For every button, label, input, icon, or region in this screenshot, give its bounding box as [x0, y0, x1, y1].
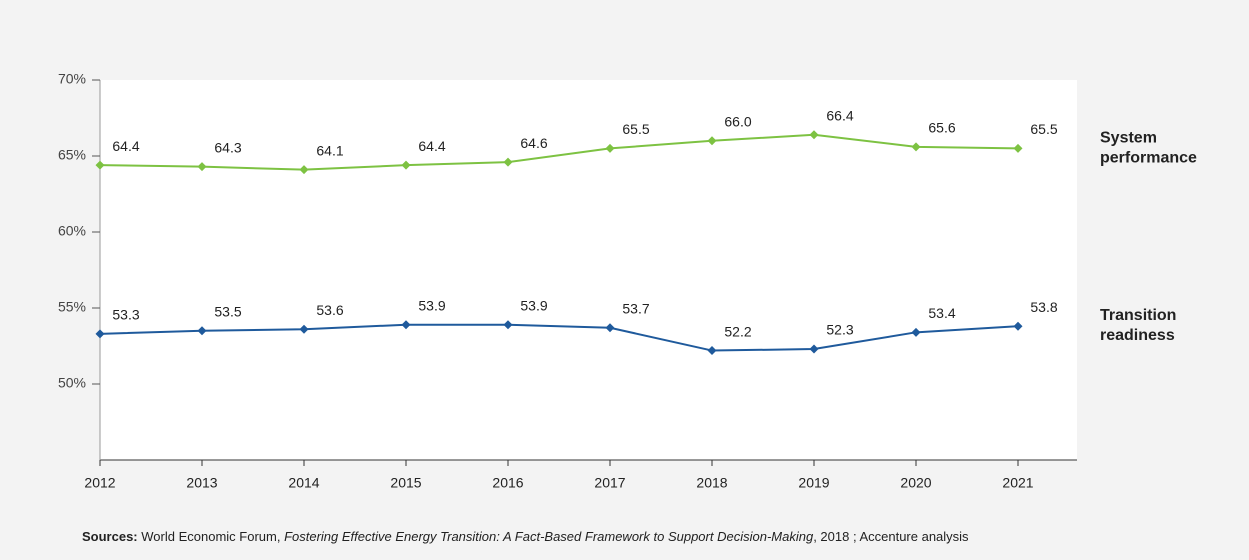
x-tick-label: 2014 [288, 475, 319, 491]
point [707, 346, 717, 356]
point [503, 157, 513, 167]
value-label: 64.4 [112, 138, 139, 154]
value-label: 65.5 [1030, 121, 1057, 137]
source-label: Sources: [82, 529, 138, 544]
point [197, 326, 207, 336]
point [1013, 321, 1023, 331]
point [299, 324, 309, 334]
point [299, 165, 309, 175]
x-tick-label: 2016 [492, 475, 523, 491]
value-label: 65.5 [622, 121, 649, 137]
y-tick-label: 50% [58, 375, 86, 391]
source-text: World Economic Forum, [138, 529, 284, 544]
source: Sources: World Economic Forum, Fostering… [82, 529, 969, 544]
legend-label: Transition readiness [1100, 307, 1176, 344]
legend-word: performance [1100, 150, 1197, 167]
y-tick-label: 55% [58, 299, 86, 315]
legend-word: System [1100, 130, 1157, 147]
source-title: Fostering Effective Energy Transition: A… [284, 529, 814, 544]
value-label: 64.6 [520, 135, 547, 151]
value-label: 53.5 [214, 304, 241, 320]
value-label: 53.4 [928, 305, 955, 321]
value-label: 52.3 [826, 322, 853, 338]
legend-word: readiness [1100, 327, 1175, 344]
value-label: 64.4 [418, 138, 445, 154]
value-label: 53.6 [316, 302, 343, 318]
value-label: 65.6 [928, 120, 955, 136]
point [809, 130, 819, 140]
point [401, 320, 411, 330]
value-label: 52.2 [724, 323, 751, 339]
value-label: 66.4 [826, 107, 853, 123]
y-tick-label: 65% [58, 147, 86, 163]
y-tick-label: 70% [58, 71, 86, 87]
point [809, 344, 819, 354]
point [911, 327, 921, 337]
value-label: 53.7 [622, 300, 649, 316]
y-tick-label: 60% [58, 223, 86, 239]
x-tick-label: 2017 [594, 475, 625, 491]
value-label: 66.0 [724, 114, 751, 130]
series-line [99, 133, 1019, 171]
value-label: 53.3 [112, 307, 139, 323]
value-label: 64.1 [316, 142, 343, 158]
point [197, 162, 207, 172]
value-label: 64.3 [214, 139, 241, 155]
x-tick-label: 2015 [390, 475, 421, 491]
point [911, 142, 921, 152]
point [1013, 143, 1023, 153]
point [401, 160, 411, 170]
plot-area [100, 80, 1077, 460]
point [605, 143, 615, 153]
value-label: 53.9 [520, 297, 547, 313]
x-tick-label: 2020 [900, 475, 931, 491]
x-tick-label: 2018 [696, 475, 727, 491]
point [95, 329, 105, 339]
x-tick-label: 2013 [186, 475, 217, 491]
legend-label: System performance [1100, 130, 1197, 167]
value-label: 53.9 [418, 297, 445, 313]
point [503, 320, 513, 330]
point [707, 136, 717, 146]
x-tick-label: 2019 [798, 475, 829, 491]
series-line [99, 323, 1019, 352]
point [605, 323, 615, 333]
legend-word: Transition [1100, 307, 1176, 324]
source-text: , 2018 ; Accenture analysis [813, 529, 969, 544]
point [95, 160, 105, 170]
x-tick-label: 2021 [1002, 475, 1033, 491]
value-label: 53.8 [1030, 299, 1057, 315]
x-tick-label: 2012 [84, 475, 115, 491]
